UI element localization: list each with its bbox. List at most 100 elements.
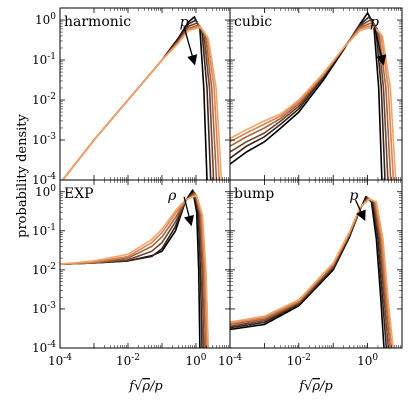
series-line-6 [230,25,397,180]
y-axis-title: probability density [15,113,30,237]
series-group [230,195,394,348]
y-tick-label: 10-3 [32,132,56,147]
panel-frame [229,179,403,349]
y-tick-label: 10-2 [32,262,56,277]
y-tick-label: 10-4 [32,340,56,355]
y-tick-exp: -3 [47,132,56,142]
series-line-4 [62,24,218,180]
x-tick-label: 10-2 [287,353,311,368]
x-axis-title-right: f√ρ/p [298,379,333,394]
series-line-3 [60,191,205,348]
x-tick-label: 10-2 [116,353,140,368]
x-title-sqrt: √ [134,379,143,394]
panel-cubic: cubic p [229,7,403,181]
series-line-4 [230,22,392,180]
y-tick-base: 10 [32,263,47,277]
y-tick-base: 10 [35,185,50,199]
y-tick-label: 10-4 [32,172,56,187]
series-line-6 [62,26,223,180]
series-line-1 [62,16,208,180]
y-tick-label: 10-1 [32,223,56,238]
y-tick-base: 10 [35,13,50,27]
panel-label: cubic [234,14,272,30]
y-tick-label: 10-3 [32,301,56,316]
y-tick-base: 10 [32,224,47,238]
x-tick-exp: 0 [372,353,378,363]
x-tick-exp: -4 [233,353,242,363]
x-title-rho: ρ [141,379,150,394]
x-tick-label: 10-4 [48,353,72,368]
series-line-5 [62,25,220,180]
series-line-5 [230,24,395,180]
y-tick-exp: -4 [47,340,56,350]
y-tick-exp: -2 [47,92,56,102]
x-axis-title-left: f√ρ/p [128,379,163,394]
param-arrow [183,26,198,66]
x-title-over-p: /p [148,379,163,394]
param-arrow [354,199,366,221]
series-line-3 [62,22,215,180]
y-tick-exp: 0 [50,12,56,22]
svg-text:f√ρ/p: f√ρ/p [298,379,333,394]
svg-text:f√ρ/p: f√ρ/p [128,379,163,394]
x-tick-label: 10-4 [218,353,242,368]
x-tick-exp: -4 [63,353,72,363]
param-symbol: p [370,14,379,30]
y-tick-exp: -3 [47,301,56,311]
x-tick-base: 10 [185,354,200,368]
panel-label: EXP [64,186,94,202]
x-tick-label: 100 [185,353,206,368]
series-line-6 [230,198,394,348]
x-tick-base: 10 [48,354,63,368]
y-tick-label: 100 [35,184,56,199]
x-title-f: f [298,379,306,394]
x-tick-base: 10 [287,354,302,368]
y-tick-exp: 0 [50,184,56,194]
x-title-rho: ρ [311,379,320,394]
series-line-2 [60,191,203,348]
x-title-f: f [128,379,136,394]
y-tick-label: 100 [35,12,56,27]
series-line-6 [60,194,210,348]
y-tick-base: 10 [32,133,47,147]
param-arrow [183,196,195,227]
y-tick-exp: -4 [47,172,56,182]
x-tick-exp: 0 [201,353,207,363]
panel-label: harmonic [64,14,131,30]
param-arrow [373,26,387,66]
x-tick-base: 10 [116,354,131,368]
y-tick-label: 10-1 [32,52,56,67]
series-group [60,189,210,348]
x-tick-exp: -2 [131,353,140,363]
y-tick-base: 10 [32,53,47,67]
x-tick-base: 10 [218,354,233,368]
x-tick-label: 100 [357,353,378,368]
y-tick-base: 10 [32,302,47,316]
series-group [62,16,223,180]
x-title-sqrt: √ [304,379,313,394]
x-tick-exp: -2 [302,353,311,363]
x-title-over-p: /p [318,379,333,394]
series-line-1 [230,12,383,180]
y-tick-base: 10 [32,173,47,187]
panel-label: bump [234,186,274,202]
series-line-5 [60,193,208,348]
series-line-1 [230,195,385,348]
y-tick-exp: -1 [47,223,56,233]
y-tick-exp: -2 [47,262,56,272]
y-tick-base: 10 [32,341,47,355]
param-symbol: p [349,188,358,204]
series-group [230,12,397,180]
y-tick-base: 10 [32,93,47,107]
param-symbol: ρ [167,188,177,204]
param-symbol: p [180,14,189,30]
y-tick-label: 10-2 [32,92,56,107]
x-tick-base: 10 [357,354,372,368]
series-line-2 [230,16,386,180]
series-line-4 [60,192,207,348]
